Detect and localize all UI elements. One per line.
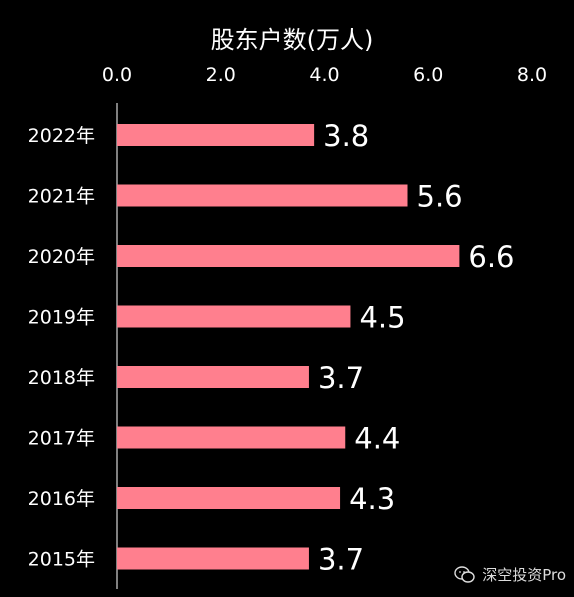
wechat-icon (454, 565, 476, 585)
bar (117, 124, 315, 146)
data-label: 5.6 (417, 180, 463, 214)
x-tick-label: 4.0 (309, 64, 339, 86)
category-label: 2018年 (28, 367, 95, 389)
bar-row: 2020年 6.6 (28, 240, 515, 274)
x-tick-label: 2.0 (206, 64, 236, 86)
bar (117, 366, 309, 388)
chart-title: 股东户数(万人) (211, 26, 374, 54)
bar (117, 426, 346, 449)
bar (117, 305, 351, 328)
data-label: 4.3 (349, 482, 395, 516)
bar-row: 2019年 4.5 (28, 301, 406, 335)
category-label: 2020年 (28, 246, 95, 268)
category-label: 2016年 (28, 488, 95, 510)
bar (117, 245, 460, 267)
bar-row: 2022年 3.8 (28, 119, 370, 153)
category-label: 2017年 (28, 428, 95, 450)
data-label: 3.7 (318, 543, 364, 577)
bar-row: 2015年 3.7 (28, 543, 364, 577)
bar (117, 184, 408, 207)
bar-row: 2016年 4.3 (28, 482, 396, 516)
bar (117, 547, 309, 570)
x-tick-label: 8.0 (517, 64, 547, 86)
category-label: 2019年 (28, 307, 95, 329)
bar-row: 2018年 3.7 (28, 361, 364, 395)
x-tick-label: 0.0 (102, 64, 132, 86)
watermark: 深空投资Pro (454, 564, 566, 585)
bar-row: 2021年 5.6 (28, 180, 463, 214)
data-label: 3.8 (323, 119, 369, 153)
bar-row: 2017年 4.4 (28, 422, 401, 456)
watermark-text: 深空投资Pro (482, 566, 566, 584)
bar (117, 487, 341, 509)
data-label: 4.5 (359, 301, 405, 335)
data-label: 4.4 (354, 422, 400, 456)
data-label: 3.7 (318, 361, 364, 395)
x-tick-label: 6.0 (413, 64, 443, 86)
category-label: 2021年 (28, 186, 95, 208)
x-axis-ticks: 0.0 2.0 4.0 6.0 8.0 (102, 64, 547, 86)
data-label: 6.6 (468, 240, 514, 274)
category-label: 2022年 (28, 125, 95, 147)
bars: 2022年 3.8 2021年 5.6 2020年 6.6 2019年 4.5 2018年 3.7… (28, 119, 515, 577)
category-label: 2015年 (28, 549, 95, 571)
